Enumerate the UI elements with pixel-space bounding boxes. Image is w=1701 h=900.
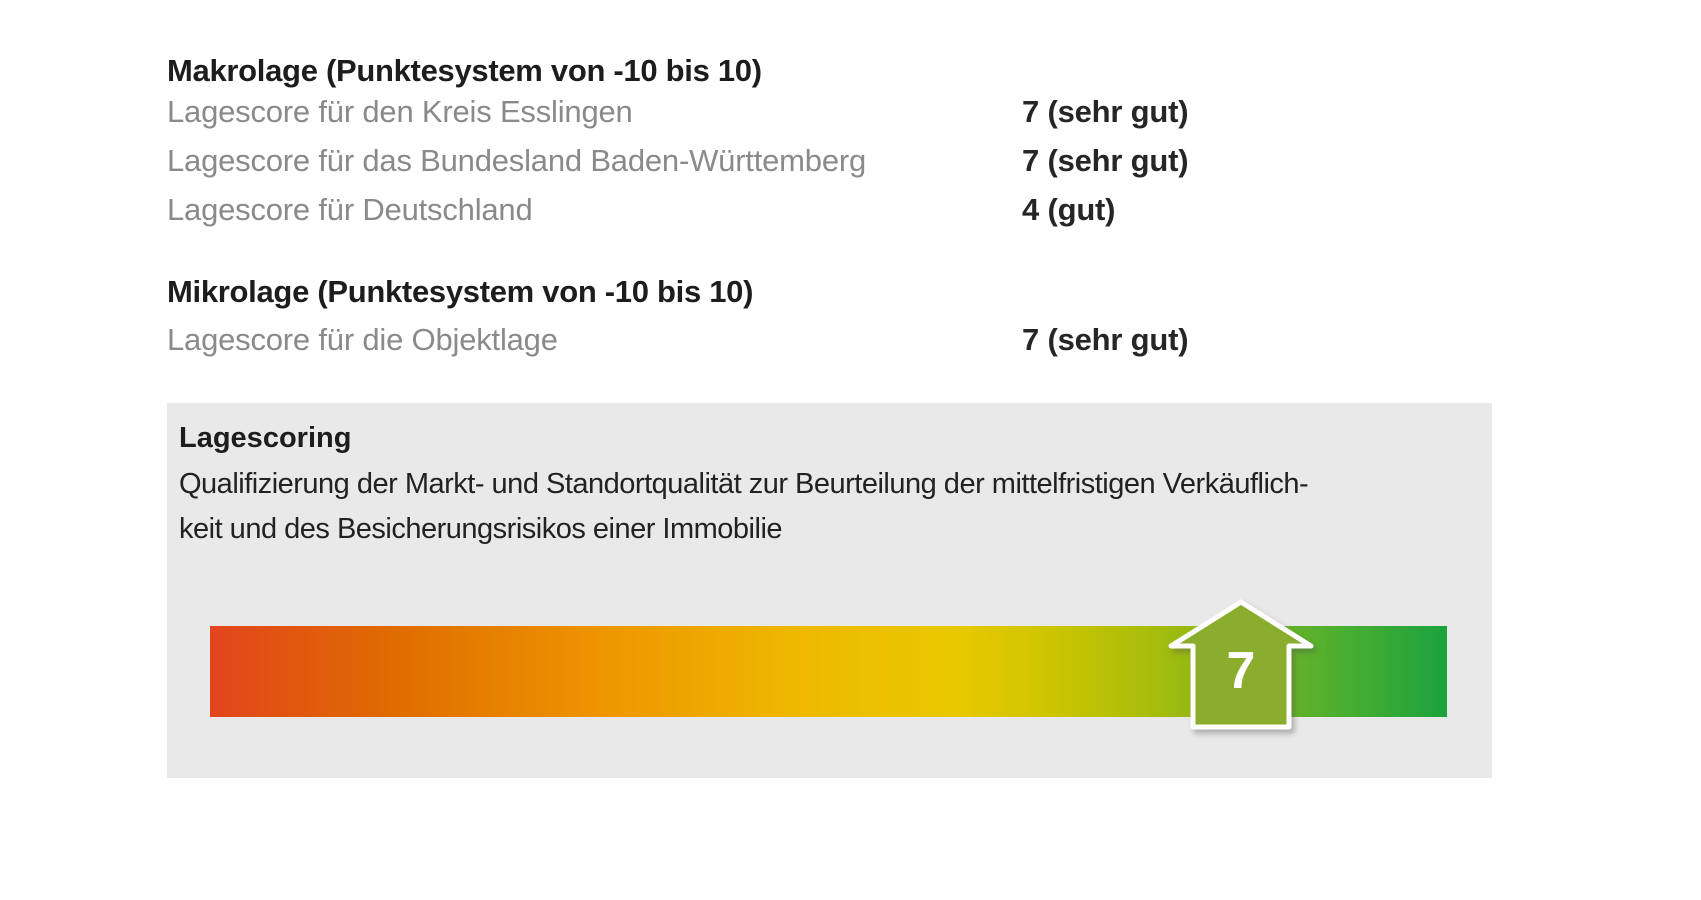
lagescoring-description-line1: Qualifizierung der Markt- und Standortqu… xyxy=(179,468,1309,500)
arrow-up-icon xyxy=(1168,599,1314,730)
lagescoring-title: Lagescoring xyxy=(179,422,352,454)
score-row: Lagescore für das Bundesland Baden-Württ… xyxy=(167,136,1497,185)
score-marker-arrow: 7 xyxy=(1168,599,1314,730)
macro-rows: Lagescore für den Kreis Esslingen 7 (seh… xyxy=(167,87,1497,234)
score-row-label: Lagescore für die Objektlage xyxy=(167,322,558,357)
macro-heading: Makrolage (Punktesystem von -10 bis 10) xyxy=(167,53,762,88)
score-row: Lagescore für Deutschland 4 (gut) xyxy=(167,185,1497,234)
score-row: Lagescore für die Objektlage 7 (sehr gut… xyxy=(167,315,1497,364)
score-row-label: Lagescore für Deutschland xyxy=(167,192,533,227)
micro-rows: Lagescore für die Objektlage 7 (sehr gut… xyxy=(167,315,1497,364)
lagescoring-description-line2: keit und des Besicherungsrisikos einer I… xyxy=(179,513,783,545)
score-row-value: 7 (sehr gut) xyxy=(1022,322,1189,357)
score-row-value: 7 (sehr gut) xyxy=(1022,94,1189,129)
score-row: Lagescore für den Kreis Esslingen 7 (seh… xyxy=(167,87,1497,136)
score-marker-value: 7 xyxy=(1227,642,1256,700)
score-row-label: Lagescore für den Kreis Esslingen xyxy=(167,94,633,129)
score-row-value: 7 (sehr gut) xyxy=(1022,143,1189,178)
lagescoring-description: Qualifizierung der Markt- und Standortqu… xyxy=(179,462,1472,552)
micro-heading: Mikrolage (Punktesystem von -10 bis 10) xyxy=(167,274,754,309)
score-row-label: Lagescore für das Bundesland Baden-Württ… xyxy=(167,143,867,178)
score-row-value: 4 (gut) xyxy=(1022,192,1116,227)
